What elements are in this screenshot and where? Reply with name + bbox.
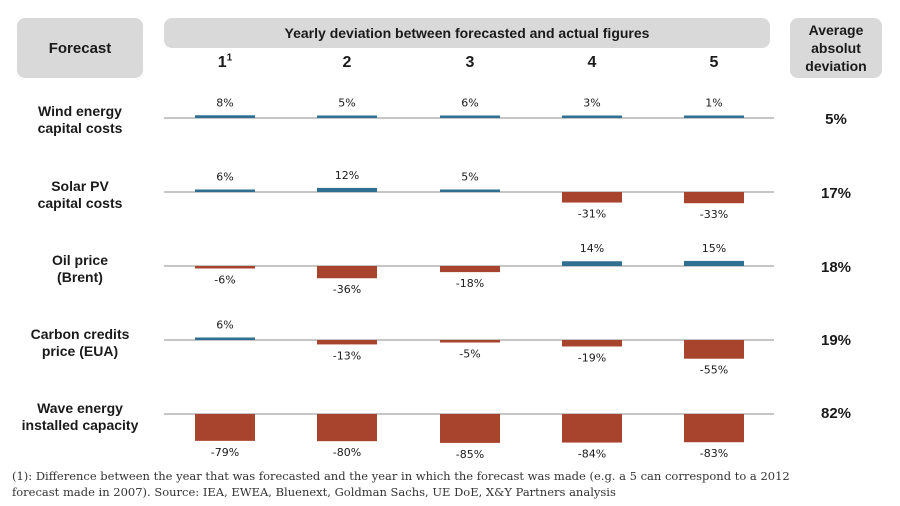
value-label-solar-pv-1: 6% <box>216 171 233 184</box>
deviation-header-label: Yearly deviation between forecasted and … <box>284 25 650 41</box>
bar-oil-price-5 <box>684 260 744 266</box>
column-header-1-footnote-mark: 1 <box>226 52 233 64</box>
row-label-wave-energy: Wave energy installed capacity <box>17 400 143 434</box>
bar-solar-pv-2 <box>317 187 377 192</box>
value-label-wind-energy-1: 8% <box>216 96 233 109</box>
bar-carbon-credits-4 <box>562 340 622 347</box>
column-header-4-label: 4 <box>587 54 597 71</box>
value-label-wind-energy-4: 3% <box>583 97 600 110</box>
bar-wind-energy-1 <box>195 115 255 118</box>
bar-wind-energy-2 <box>317 115 377 118</box>
deviation-bar-chart: 8% 5% 6% 3% 1% 6% 12% 5% -31% -33% -6% -36% -18% 14% 1… <box>164 96 774 461</box>
column-header-1-label: 1 <box>217 54 227 71</box>
value-label-oil-price-5: 15% <box>702 242 726 255</box>
average-carbon-credits: 19% <box>820 332 852 349</box>
column-header-2: 2 <box>317 54 377 72</box>
column-header-2-label: 2 <box>342 54 352 71</box>
row-label-oil-price: Oil price (Brent) <box>17 252 143 286</box>
value-label-carbon-credits-3: -5% <box>459 348 480 361</box>
value-label-wave-energy-2: -80% <box>333 446 361 459</box>
value-label-oil-price-2: -36% <box>333 283 361 296</box>
column-header-5-label: 5 <box>709 54 719 71</box>
value-label-carbon-credits-5: -55% <box>700 364 728 377</box>
average-solar-pv: 17% <box>820 185 852 202</box>
value-label-oil-price-3: -18% <box>456 277 484 290</box>
row-label-carbon-credits-line2: price (EUA) <box>41 343 119 359</box>
average-header-line3: deviation <box>805 58 867 74</box>
bar-wave-energy-1 <box>195 414 255 441</box>
bar-carbon-credits-1 <box>195 337 255 340</box>
bar-solar-pv-1 <box>195 189 255 192</box>
row-label-carbon-credits-line1: Carbon credits <box>30 326 130 342</box>
bar-solar-pv-3 <box>440 189 500 192</box>
value-label-wave-energy-4: -84% <box>578 448 606 461</box>
value-label-wind-energy-3: 6% <box>461 97 478 110</box>
row-label-solar-pv-line1: Solar PV <box>51 178 109 194</box>
row-label-carbon-credits: Carbon credits price (EUA) <box>17 326 143 360</box>
row-label-oil-price-line2: (Brent) <box>57 269 103 285</box>
average-deviation-header: Average absolut deviation <box>790 18 882 78</box>
value-label-oil-price-4: 14% <box>580 242 604 255</box>
value-label-wind-energy-5: 1% <box>705 97 722 110</box>
value-label-wind-energy-2: 5% <box>338 97 355 110</box>
average-oil-price: 18% <box>820 259 852 276</box>
column-header-4: 4 <box>562 54 622 72</box>
column-header-5: 5 <box>684 54 744 72</box>
deviation-header: Yearly deviation between forecasted and … <box>164 18 770 48</box>
value-label-solar-pv-2: 12% <box>335 169 359 182</box>
bar-oil-price-4 <box>562 261 622 266</box>
average-wave-energy: 82% <box>820 405 852 422</box>
bar-wave-energy-2 <box>317 414 377 442</box>
bar-oil-price-3 <box>440 266 500 273</box>
value-label-wave-energy-1: -79% <box>211 446 239 459</box>
bar-wind-energy-4 <box>562 115 622 118</box>
value-label-solar-pv-4: -31% <box>578 208 606 221</box>
bar-solar-pv-4 <box>562 192 622 203</box>
bar-wave-energy-3 <box>440 414 500 443</box>
column-header-3: 3 <box>440 54 500 72</box>
bar-solar-pv-5 <box>684 192 744 204</box>
average-header-line2: absolut <box>811 40 861 56</box>
row-label-wave-energy-line2: installed capacity <box>21 417 139 433</box>
average-header-line1: Average <box>808 22 864 38</box>
bar-carbon-credits-3 <box>440 340 500 343</box>
value-label-carbon-credits-4: -19% <box>578 351 606 364</box>
bar-wind-energy-5 <box>684 115 744 118</box>
footnote-line2: forecast made in 2007). Source: IEA, EWE… <box>12 485 616 499</box>
value-label-wave-energy-3: -85% <box>456 448 484 461</box>
value-label-carbon-credits-2: -13% <box>333 349 361 362</box>
average-wind-energy: 5% <box>825 111 847 128</box>
value-label-solar-pv-3: 5% <box>461 171 478 184</box>
row-label-solar-pv: Solar PV capital costs <box>17 178 143 212</box>
value-label-carbon-credits-1: 6% <box>216 319 233 332</box>
row-label-wind-energy: Wind energy capital costs <box>17 103 143 137</box>
bar-carbon-credits-5 <box>684 340 744 359</box>
footnote-line1: (1): Difference between the year that wa… <box>12 469 790 483</box>
row-label-solar-pv-line2: capital costs <box>37 195 123 211</box>
column-header-1: 11 <box>195 52 255 72</box>
forecast-header: Forecast <box>17 18 143 78</box>
footnote: (1): Difference between the year that wa… <box>12 468 892 500</box>
bar-wave-energy-5 <box>684 414 744 443</box>
row-label-wave-energy-line1: Wave energy <box>37 400 123 416</box>
value-label-wave-energy-5: -83% <box>700 447 728 460</box>
bar-oil-price-1 <box>195 266 255 269</box>
bar-carbon-credits-2 <box>317 340 377 345</box>
forecast-header-label: Forecast <box>48 39 112 57</box>
column-header-3-label: 3 <box>465 54 475 71</box>
value-label-oil-price-1: -6% <box>214 274 235 287</box>
row-label-wind-energy-line2: capital costs <box>37 120 123 136</box>
bar-oil-price-2 <box>317 266 377 279</box>
value-label-solar-pv-5: -33% <box>700 208 728 221</box>
row-label-oil-price-line1: Oil price <box>51 252 109 268</box>
bar-wind-energy-3 <box>440 115 500 118</box>
row-label-wind-energy-line1: Wind energy <box>38 103 122 119</box>
bar-wave-energy-4 <box>562 414 622 443</box>
